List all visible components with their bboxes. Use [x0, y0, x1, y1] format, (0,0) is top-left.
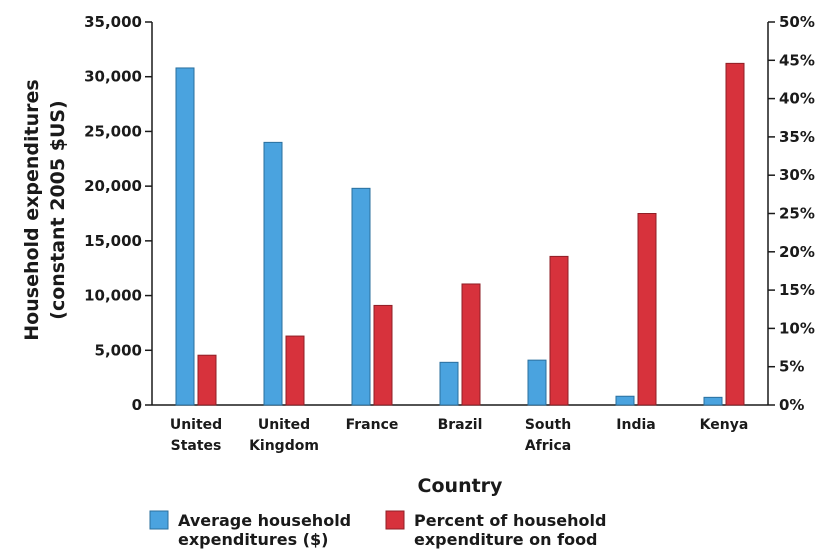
x-axis-title: Country [418, 475, 504, 497]
bar-food-percent [285, 335, 305, 406]
left-tick-label: 5,000 [95, 341, 142, 359]
bar-food-percent [197, 354, 217, 406]
legend-swatch [385, 510, 405, 530]
right-tick-label: 15% [779, 281, 815, 299]
category-label: United States [170, 417, 222, 454]
bar-food-percent [637, 213, 657, 406]
left-tick-label: 35,000 [84, 13, 142, 31]
left-tick-label: 10,000 [84, 287, 142, 305]
legend-label: Percent of household expenditure on food [414, 511, 606, 549]
right-tick-label: 40% [779, 90, 815, 108]
left-tick-label: 30,000 [84, 68, 142, 86]
legend-label: Average household expenditures ($) [178, 511, 351, 549]
category-label: India [616, 417, 655, 433]
right-tick-label: 20% [779, 243, 815, 261]
right-tick-label: 0% [779, 396, 804, 414]
category-label: Kenya [700, 417, 749, 433]
left-tick-label: 25,000 [84, 122, 142, 140]
right-tick-label: 25% [779, 205, 815, 223]
bar-household-expenditure [175, 67, 195, 406]
category-label: France [346, 417, 399, 433]
bar-household-expenditure [263, 141, 283, 406]
right-tick-label: 45% [779, 51, 815, 69]
left-tick-label: 15,000 [84, 232, 142, 250]
left-tick-label: 0 [132, 396, 142, 414]
right-tick-label: 35% [779, 128, 815, 146]
plot-area: 0 5,000 10,000 15,000 20,000 25,000 30,000 35,0… [21, 13, 815, 549]
right-tick-label: 10% [779, 319, 815, 337]
bar-household-expenditure [703, 396, 723, 406]
bar-food-percent [373, 304, 393, 406]
category-label: South Africa [525, 417, 571, 454]
right-tick-label: 30% [779, 166, 815, 184]
right-tick-label: 50% [779, 13, 815, 31]
bar-food-percent [461, 283, 481, 406]
left-tick-label: 20,000 [84, 177, 142, 195]
bar-household-expenditure [439, 361, 459, 406]
legend-swatch [149, 510, 169, 530]
y-axis-title: Household expenditures (constant 2005 $US… [21, 79, 69, 340]
category-label: United Kingdom [249, 417, 319, 454]
category-label: Brazil [438, 417, 483, 433]
bar-food-percent [725, 62, 745, 406]
right-tick-label: 5% [779, 358, 804, 376]
bar-household-expenditure [351, 187, 371, 406]
bar-household-expenditure [615, 395, 635, 406]
bar-food-percent [549, 255, 569, 406]
bar-household-expenditure [527, 359, 547, 406]
